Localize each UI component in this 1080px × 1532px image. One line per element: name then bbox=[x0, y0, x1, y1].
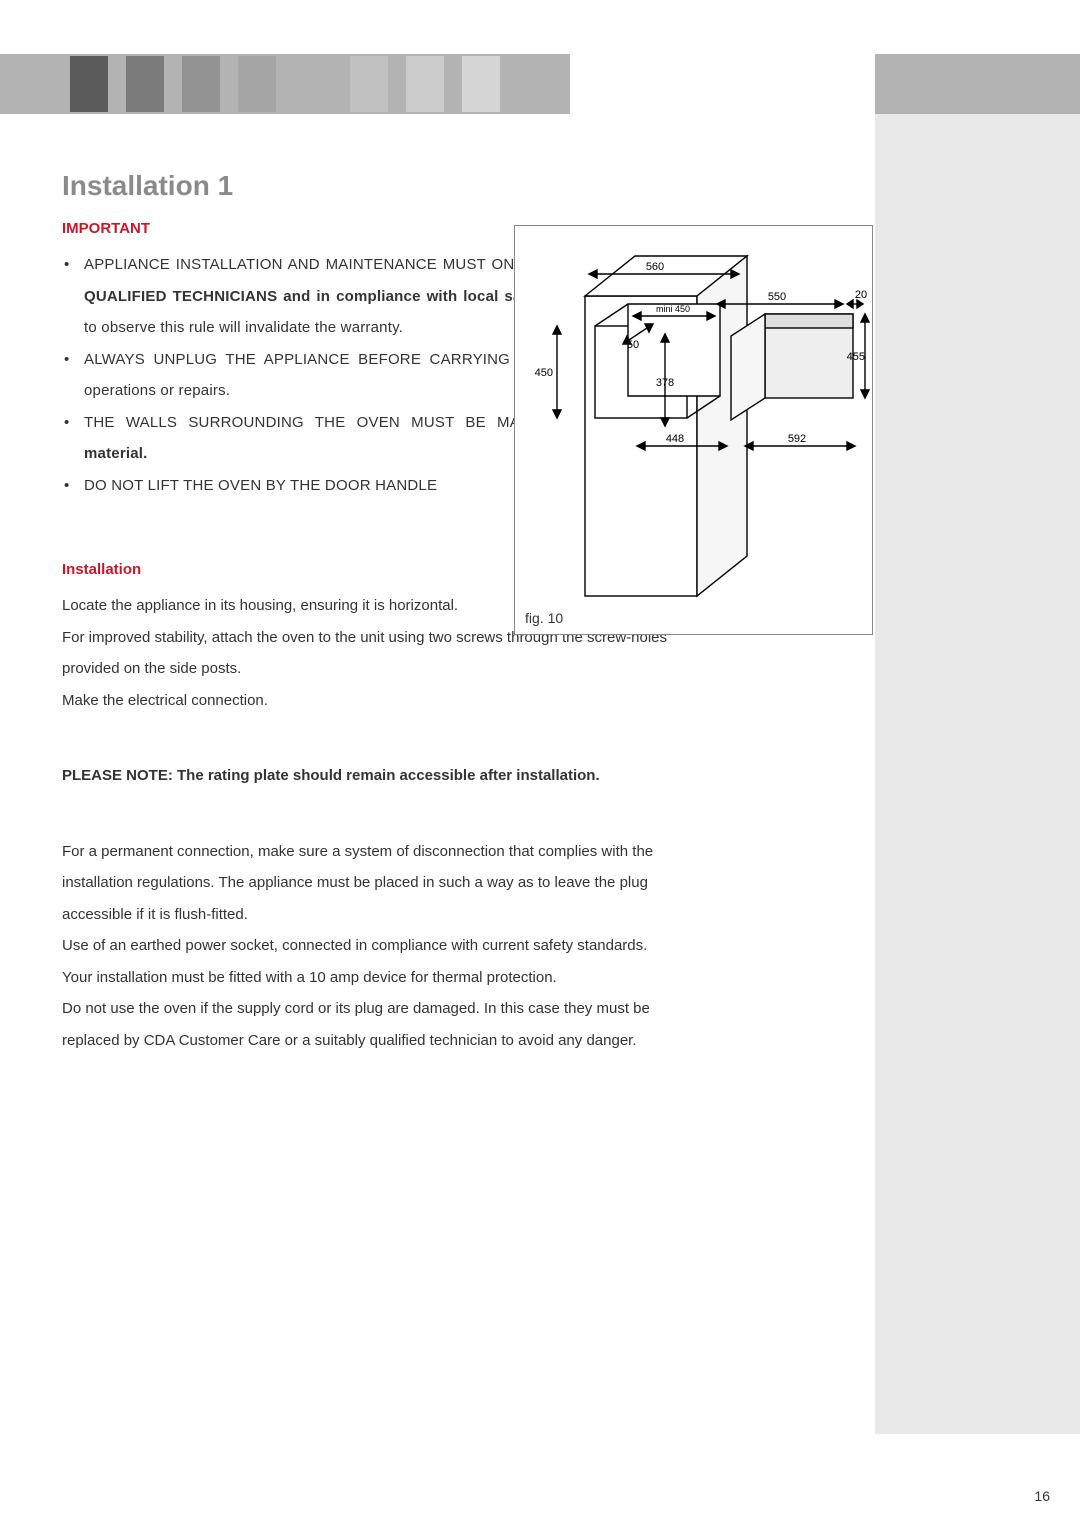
dim-448: 448 bbox=[666, 433, 684, 445]
page-title: Installation 1 bbox=[62, 170, 686, 202]
header-square bbox=[182, 56, 220, 112]
rating-plate-note: PLEASE NOTE: The rating plate should rem… bbox=[62, 760, 686, 792]
body-line: Use of an earthed power socket, connecte… bbox=[62, 930, 686, 962]
body-line: Your installation must be fitted with a … bbox=[62, 962, 686, 994]
body-line: Do not use the oven if the supply cord o… bbox=[62, 993, 686, 1056]
header-square bbox=[350, 56, 388, 112]
dim-455: 455 bbox=[847, 351, 865, 363]
page: Installation 1 IMPORTANT APPLIANCE INSTA… bbox=[0, 0, 1080, 1532]
electrical-body: For a permanent connection, make sure a … bbox=[62, 836, 686, 1057]
dim-50: 50 bbox=[627, 339, 639, 351]
body-line: For a permanent connection, make sure a … bbox=[62, 836, 686, 931]
dim-mini450: mini 450 bbox=[656, 304, 690, 314]
figure-10: 560 mini 450 450 50 378 550 20 455 448 5… bbox=[514, 225, 873, 635]
dim-378: 378 bbox=[656, 377, 674, 389]
page-number: 16 bbox=[1034, 1488, 1050, 1504]
dim-560: 560 bbox=[646, 261, 664, 273]
header-square bbox=[70, 56, 108, 112]
figure-svg: 560 mini 450 450 50 378 550 20 455 448 5… bbox=[515, 226, 872, 606]
right-column bbox=[875, 114, 1080, 1434]
header-square bbox=[238, 56, 276, 112]
header-square bbox=[126, 56, 164, 112]
dim-20: 20 bbox=[855, 289, 867, 301]
header-square bbox=[462, 56, 500, 112]
header-square bbox=[294, 56, 332, 112]
header-right-bar bbox=[875, 54, 1080, 114]
header-squares bbox=[70, 56, 500, 112]
dim-592: 592 bbox=[788, 433, 806, 445]
figure-caption: fig. 10 bbox=[525, 610, 563, 626]
dim-550: 550 bbox=[768, 291, 786, 303]
install-line: Make the electrical connection. bbox=[62, 685, 686, 717]
header-square bbox=[406, 56, 444, 112]
dim-450: 450 bbox=[535, 367, 553, 379]
